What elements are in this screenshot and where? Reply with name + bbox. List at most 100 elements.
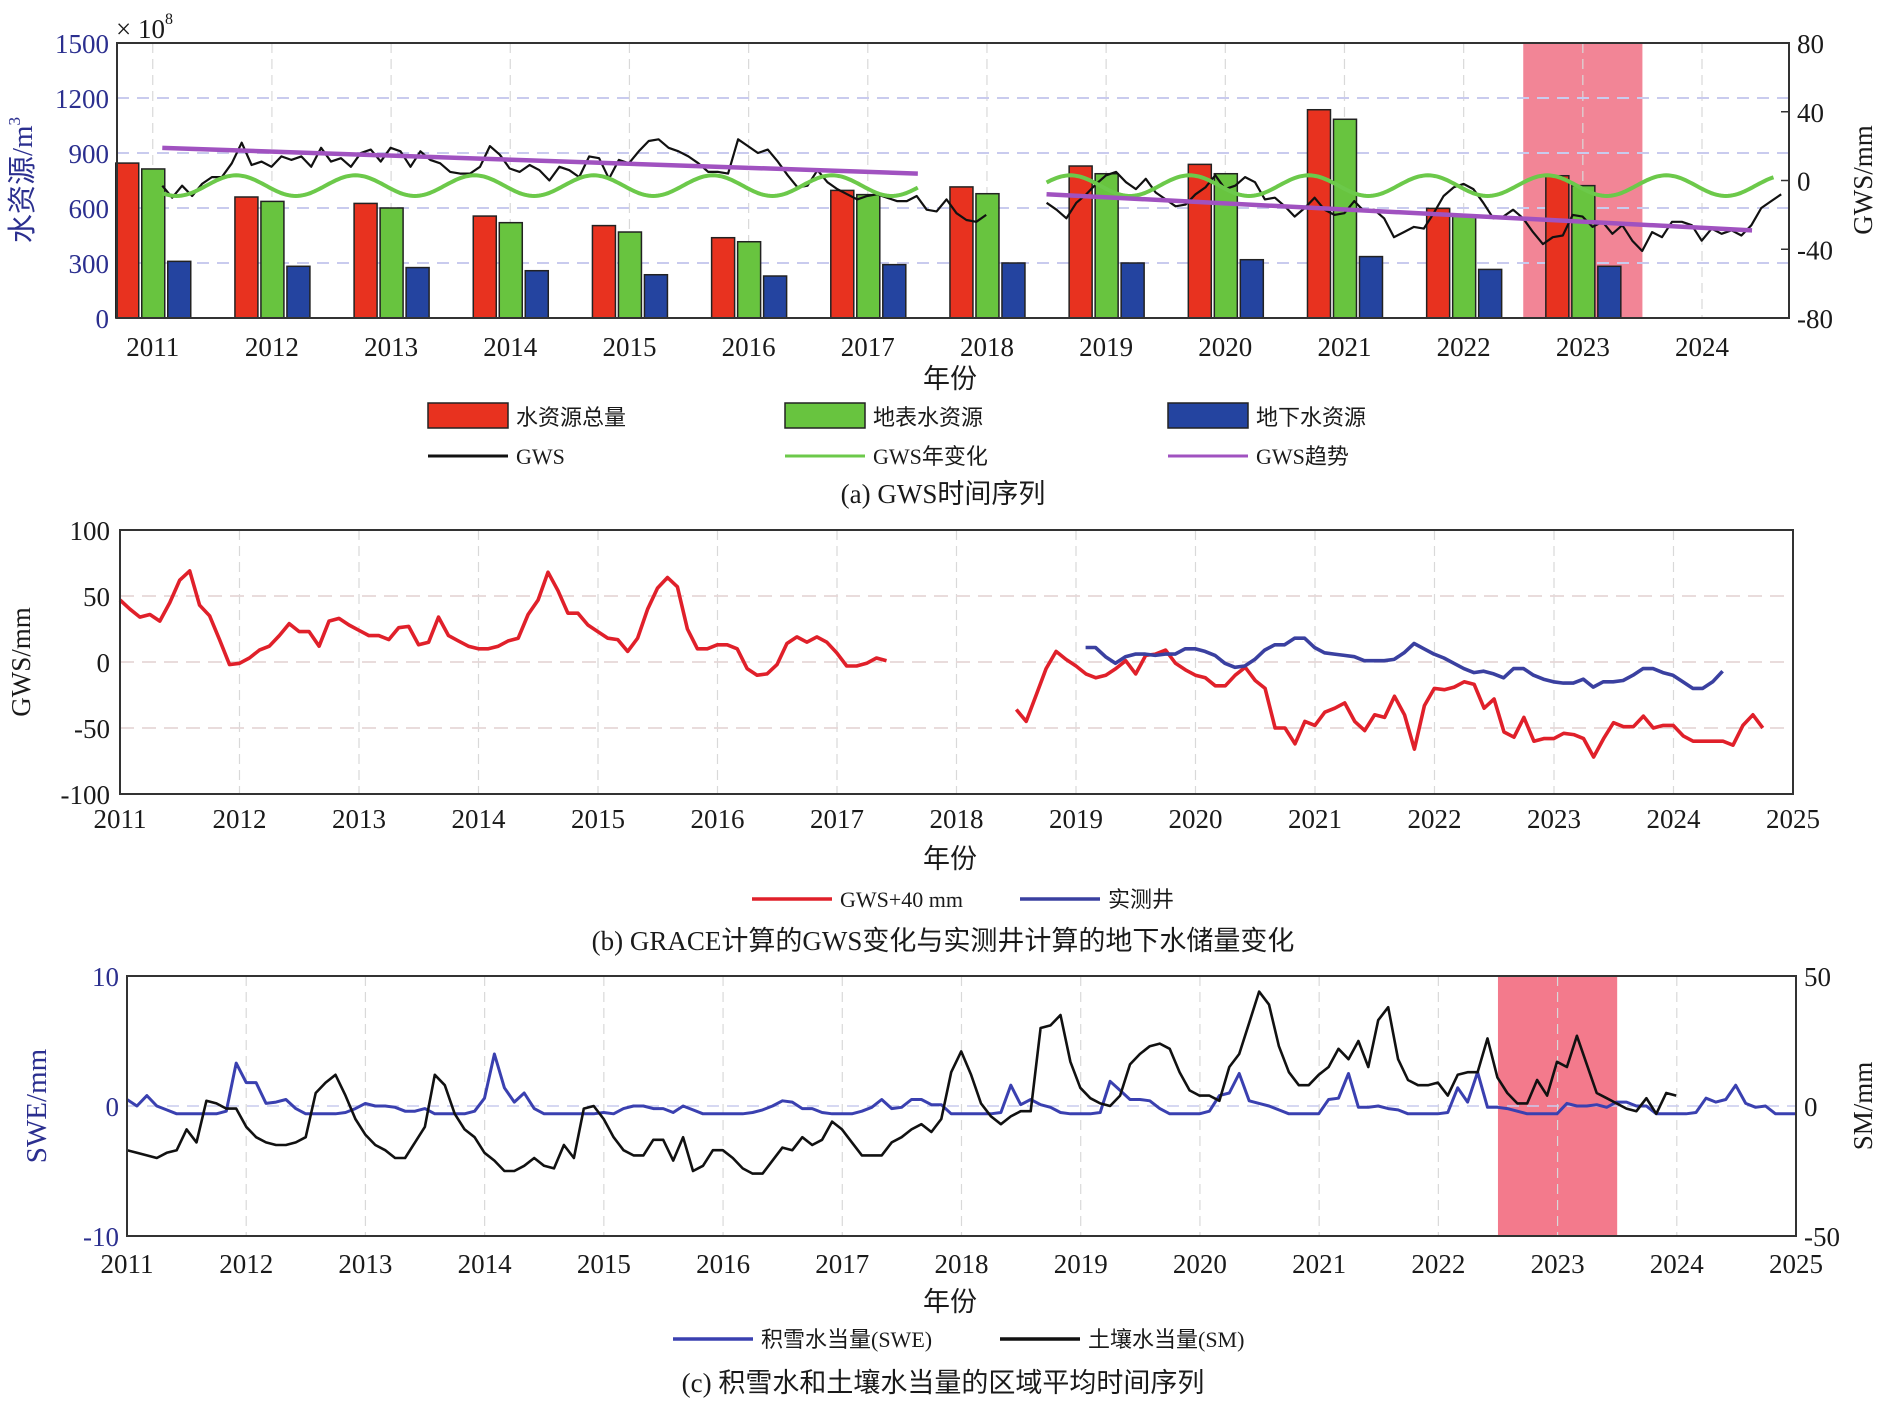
y-tick-label: 1200 bbox=[55, 84, 109, 114]
bar-surface bbox=[736, 240, 762, 319]
y2-tick-label: -50 bbox=[1804, 1222, 1840, 1252]
bar-surface bbox=[1332, 118, 1358, 319]
lines-c bbox=[126, 990, 1796, 1175]
gws-plus40-line bbox=[118, 569, 887, 678]
bar-surface bbox=[1451, 214, 1477, 319]
bar-surface bbox=[260, 200, 285, 319]
x-tick-label: 2012 bbox=[219, 1249, 273, 1279]
bar-ground bbox=[1358, 255, 1384, 319]
bar-total bbox=[830, 189, 855, 319]
bar-ground bbox=[524, 269, 550, 319]
x-tick-label: 2024 bbox=[1650, 1249, 1705, 1279]
legend-swatch bbox=[1167, 402, 1249, 429]
legend-label: 实测井 bbox=[1108, 887, 1174, 912]
x-tick-label: 2021 bbox=[1288, 804, 1342, 834]
x-tick-label: 2021 bbox=[1292, 1249, 1346, 1279]
lines-a bbox=[161, 138, 1782, 253]
bar-surface bbox=[379, 207, 404, 319]
y-ticks-left-a: 0 300 600 900 1200 1500 bbox=[55, 29, 109, 334]
bar-total bbox=[591, 224, 617, 319]
bar-ground bbox=[405, 266, 430, 319]
x-tick-label: 2013 bbox=[332, 804, 386, 834]
x-tick-label: 2025 bbox=[1769, 1249, 1823, 1279]
x-tick-label: 2023 bbox=[1556, 332, 1610, 362]
y-ticks-right-c: -50 0 50 bbox=[1804, 962, 1840, 1252]
x-tick-label: 2017 bbox=[815, 1249, 869, 1279]
x-tick-label: 2012 bbox=[245, 332, 299, 362]
bar-total bbox=[1306, 108, 1332, 319]
bar-surface bbox=[617, 231, 643, 319]
x-tick-label: 2020 bbox=[1173, 1249, 1227, 1279]
legend-c: 积雪水当量(SWE) 土壤水当量(SM) bbox=[673, 1327, 1244, 1352]
y2-tick-label: 80 bbox=[1797, 29, 1824, 59]
x-tick-label: 2025 bbox=[1766, 804, 1820, 834]
bar-ground bbox=[1001, 262, 1026, 319]
bar-surface bbox=[856, 193, 881, 319]
x-tick-label: 2013 bbox=[338, 1249, 392, 1279]
x-tick-label: 2023 bbox=[1527, 804, 1581, 834]
x-axis-label-b: 年份 bbox=[923, 844, 977, 874]
y-axis-label-left-c: SWE/mm bbox=[21, 1048, 53, 1163]
x-tick-label: 2017 bbox=[810, 804, 864, 834]
grid-c bbox=[127, 976, 1796, 1236]
bar-ground bbox=[643, 273, 669, 319]
bar-total bbox=[949, 186, 974, 319]
bar-ground bbox=[762, 275, 788, 319]
y-axis-label-b: GWS/mm bbox=[6, 607, 36, 717]
legend-a: 水资源总量 地表水资源 地下水资源 GWS GWS年变化 GWS趋势 bbox=[427, 402, 1366, 469]
x-tick-label: 2016 bbox=[691, 804, 745, 834]
y2-tick-label: 40 bbox=[1797, 98, 1824, 128]
bar-total bbox=[1187, 163, 1213, 319]
x-tick-label: 2013 bbox=[364, 332, 418, 362]
x-tick-label: 2015 bbox=[571, 804, 625, 834]
x-tick-label: 2024 bbox=[1675, 332, 1730, 362]
x-tick-label: 2019 bbox=[1054, 1249, 1108, 1279]
y-axis-label-left-a: 水资源/m3 bbox=[5, 117, 39, 243]
swe-line bbox=[126, 1052, 1796, 1116]
x-tick-label: 2014 bbox=[483, 332, 538, 362]
y-tick-label: 0 bbox=[96, 304, 110, 334]
bar-surface bbox=[1571, 184, 1596, 319]
x-tick-label: 2022 bbox=[1411, 1249, 1465, 1279]
bar-total bbox=[1068, 165, 1093, 319]
x-tick-label: 2015 bbox=[602, 332, 656, 362]
x-ticks-c: 2011 2012 2013 2014 2015 2016 2017 2018 2019 2020… bbox=[101, 1249, 1824, 1279]
bar-ground bbox=[1239, 258, 1265, 319]
x-tick-label: 2016 bbox=[696, 1249, 750, 1279]
gws-trend-line bbox=[162, 145, 918, 176]
y-tick-label: 1500 bbox=[55, 29, 109, 59]
y-tick-label: -10 bbox=[83, 1222, 119, 1252]
x-tick-label: 2017 bbox=[841, 332, 895, 362]
bars-a bbox=[115, 108, 1622, 319]
bar-total bbox=[353, 202, 378, 319]
x-tick-label: 2022 bbox=[1408, 804, 1462, 834]
y-tick-label: 0 bbox=[106, 1092, 120, 1122]
y-tick-label: 600 bbox=[69, 194, 110, 224]
y-tick-label: 300 bbox=[69, 249, 110, 279]
x-axis-label-c: 年份 bbox=[923, 1287, 977, 1317]
grid-b bbox=[120, 530, 1793, 794]
gws-seasonal-line bbox=[161, 173, 919, 199]
gws-seasonal-line bbox=[1045, 173, 1775, 199]
x-tick-label: 2019 bbox=[1049, 804, 1103, 834]
bar-total bbox=[115, 162, 140, 319]
legend-swatch bbox=[427, 402, 509, 429]
y2-tick-label: -80 bbox=[1797, 304, 1833, 334]
x-tick-label: 2020 bbox=[1198, 332, 1252, 362]
caption-b: (b) GRACE计算的GWS变化与实测井计算的地下水储量变化 bbox=[592, 926, 1295, 956]
x-tick-label: 2019 bbox=[1079, 332, 1133, 362]
bar-ground bbox=[1477, 268, 1503, 319]
x-ticks-b: 2011 2012 2013 2014 2015 2016 2017 2018 2019 2020… bbox=[94, 804, 1821, 834]
gws-trend-line bbox=[1046, 192, 1753, 233]
legend-label: GWS bbox=[516, 444, 565, 469]
x-tick-label: 2012 bbox=[213, 804, 267, 834]
y2-tick-label: 50 bbox=[1804, 962, 1831, 992]
bar-total bbox=[1425, 207, 1451, 319]
x-tick-label: 2011 bbox=[126, 332, 179, 362]
legend-swatch bbox=[784, 402, 866, 429]
bar-ground bbox=[882, 263, 907, 319]
y2-tick-label: 0 bbox=[1797, 167, 1811, 197]
